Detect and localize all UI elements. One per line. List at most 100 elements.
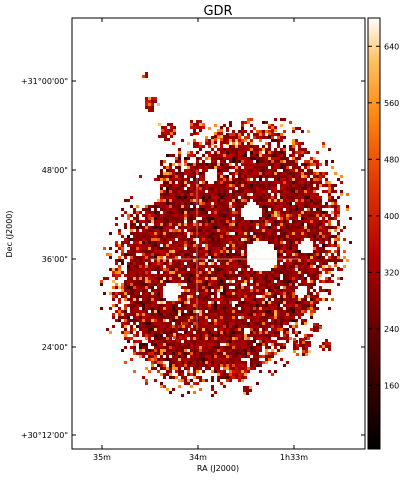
map-pixel <box>283 226 286 229</box>
map-pixel <box>172 313 175 316</box>
map-pixel <box>172 343 175 346</box>
map-pixel <box>238 364 241 367</box>
map-pixel <box>343 265 346 268</box>
map-pixel <box>313 229 316 232</box>
map-pixel <box>259 202 262 205</box>
map-pixel <box>325 163 328 166</box>
map-pixel <box>313 190 316 193</box>
map-pixel <box>184 178 187 181</box>
map-pixel <box>259 136 262 139</box>
map-pixel <box>163 184 166 187</box>
map-pixel <box>331 298 334 301</box>
map-pixel <box>307 307 310 310</box>
map-pixel <box>148 358 151 361</box>
map-pixel <box>253 193 256 196</box>
map-pixel <box>274 196 277 199</box>
map-pixel <box>184 298 187 301</box>
map-pixel <box>118 244 121 247</box>
map-pixel <box>328 214 331 217</box>
map-pixel <box>310 304 313 307</box>
map-pixel <box>199 235 202 238</box>
map-pixel <box>223 370 226 373</box>
map-pixel <box>127 331 130 334</box>
map-pixel <box>271 307 274 310</box>
map-pixel <box>328 259 331 262</box>
map-pixel <box>121 310 124 313</box>
map-pixel <box>305 353 308 356</box>
map-pixel <box>175 376 178 379</box>
map-pixel <box>277 235 280 238</box>
map-pixel <box>316 199 319 202</box>
map-pixel <box>280 343 283 346</box>
map-pixel <box>301 274 304 277</box>
map-pixel <box>313 244 316 247</box>
map-pixel <box>103 247 106 250</box>
map-pixel <box>256 328 259 331</box>
map-pixel <box>277 157 280 160</box>
map-pixel <box>178 268 181 271</box>
map-pixel <box>211 283 214 286</box>
map-pixel <box>211 157 214 160</box>
map-pixel <box>241 160 244 163</box>
map-pixel <box>208 367 211 370</box>
map-pixel <box>265 223 268 226</box>
map-pixel <box>121 253 124 256</box>
map-pixel <box>226 238 229 241</box>
map-pixel <box>232 172 235 175</box>
map-pixel <box>310 193 313 196</box>
map-pixel <box>322 259 325 262</box>
map-pixel <box>166 178 169 181</box>
map-pixel <box>259 322 262 325</box>
map-pixel <box>169 367 172 370</box>
map-pixel <box>217 343 220 346</box>
map-pixel <box>298 259 301 262</box>
map-pixel <box>262 154 265 157</box>
map-pixel <box>319 271 322 274</box>
map-pixel <box>289 214 292 217</box>
map-pixel <box>322 172 325 175</box>
map-pixel <box>247 226 250 229</box>
map-pixel <box>292 295 295 298</box>
map-pixel <box>286 268 289 271</box>
map-pixel <box>295 175 298 178</box>
map-pixel <box>199 193 202 196</box>
map-pixel <box>226 274 229 277</box>
map-pixel <box>262 175 265 178</box>
map-pixel <box>127 319 130 322</box>
map-pixel <box>301 298 304 301</box>
map-pixel <box>289 259 292 262</box>
map-pixel <box>226 376 229 379</box>
map-pixel <box>298 151 301 154</box>
map-pixel <box>184 241 187 244</box>
map-pixel <box>235 154 238 157</box>
map-pixel <box>265 277 268 280</box>
map-pixel <box>211 304 214 307</box>
map-pixel <box>184 349 187 352</box>
map-pixel <box>190 310 193 313</box>
map-pixel <box>223 217 226 220</box>
map-pixel <box>157 211 160 214</box>
map-pixel <box>316 298 319 301</box>
map-pixel <box>211 184 214 187</box>
map-pixel <box>229 367 232 370</box>
map-pixel <box>229 313 232 316</box>
map-pixel <box>256 166 259 169</box>
map-pixel <box>199 226 202 229</box>
map-pixel <box>145 259 148 262</box>
map-pixel <box>178 178 181 181</box>
map-pixel <box>181 364 184 367</box>
map-pixel <box>160 160 163 163</box>
map-pixel <box>202 271 205 274</box>
map-pixel <box>124 316 127 319</box>
map-pixel <box>298 169 301 172</box>
map-pixel <box>157 268 160 271</box>
map-pixel <box>208 277 211 280</box>
map-pixel <box>265 238 268 241</box>
map-pixel <box>238 352 241 355</box>
map-pixel <box>205 331 208 334</box>
map-pixel <box>307 187 310 190</box>
map-pixel <box>187 373 190 376</box>
map-pixel <box>139 241 142 244</box>
map-pixel <box>298 175 301 178</box>
map-pixel <box>142 355 145 358</box>
